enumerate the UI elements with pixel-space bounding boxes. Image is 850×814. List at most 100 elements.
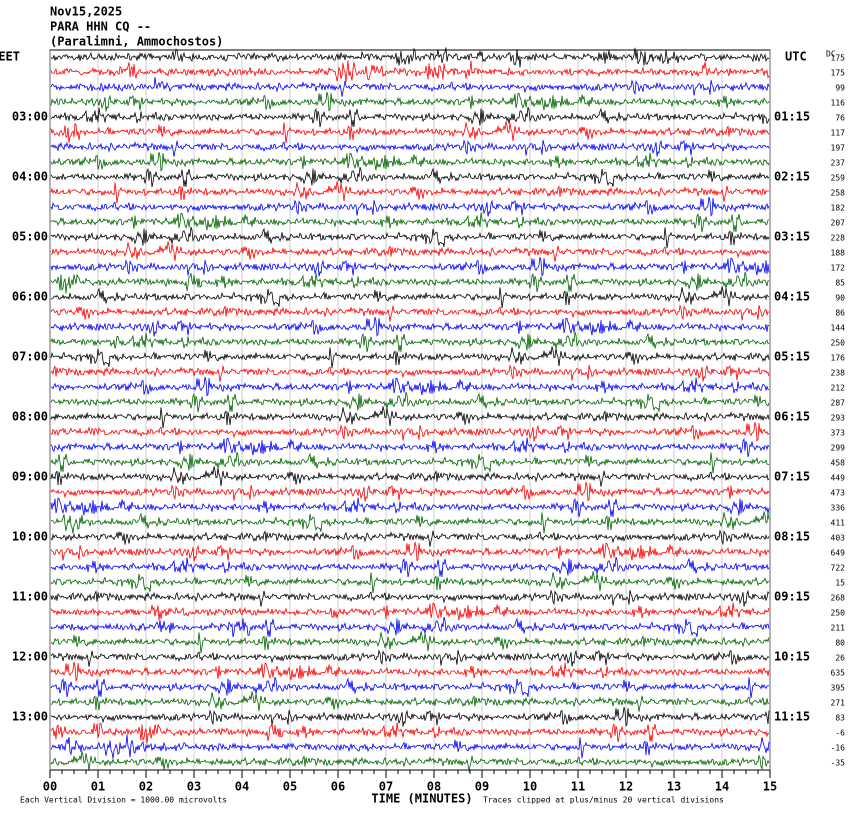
right-time-label: 03:15 bbox=[774, 230, 810, 244]
x-tick-label: 14 bbox=[715, 780, 729, 794]
dc-value: 395 bbox=[831, 684, 846, 693]
trace bbox=[51, 631, 770, 654]
left-time-label: 03:00 bbox=[12, 110, 48, 124]
dc-value: 176 bbox=[831, 354, 846, 363]
left-time-label: 08:00 bbox=[12, 410, 48, 424]
x-tick-label: 10 bbox=[523, 780, 537, 794]
dc-value: 211 bbox=[831, 624, 846, 633]
title: PARA HHN CQ -- bbox=[50, 20, 151, 34]
trace bbox=[50, 649, 770, 667]
dc-value: 449 bbox=[831, 474, 846, 483]
trace bbox=[50, 529, 770, 547]
dc-value: 76 bbox=[835, 114, 845, 123]
x-tick-label: 05 bbox=[283, 780, 297, 794]
left-header: EET bbox=[0, 50, 20, 64]
dc-value: 207 bbox=[831, 219, 846, 228]
trace bbox=[50, 451, 770, 474]
right-time-label: 10:15 bbox=[774, 650, 810, 664]
dc-header: DC bbox=[826, 50, 836, 59]
right-time-label: 05:15 bbox=[774, 350, 810, 364]
dc-value: 411 bbox=[831, 519, 846, 528]
dc-value: 293 bbox=[831, 414, 846, 423]
trace bbox=[50, 166, 770, 188]
dc-value: 268 bbox=[831, 594, 846, 603]
trace bbox=[50, 676, 770, 699]
dc-value: 197 bbox=[831, 144, 846, 153]
dc-value: 299 bbox=[831, 444, 846, 453]
trace bbox=[50, 197, 770, 217]
dc-value: 26 bbox=[835, 654, 845, 663]
dc-value: 80 bbox=[835, 639, 845, 648]
trace bbox=[50, 212, 770, 233]
left-time-label: 09:00 bbox=[12, 470, 48, 484]
x-tick-label: 09 bbox=[475, 780, 489, 794]
dc-value: 250 bbox=[831, 609, 846, 618]
x-tick-label: 04 bbox=[235, 780, 249, 794]
footer-right: Traces clipped at plus/minus 20 vertical… bbox=[483, 796, 724, 805]
dc-value: 172 bbox=[831, 264, 846, 273]
dc-value: 250 bbox=[831, 339, 846, 348]
dc-value: 259 bbox=[831, 174, 846, 183]
right-time-label: 06:15 bbox=[774, 410, 810, 424]
dc-value: 175 bbox=[831, 54, 846, 63]
dc-value: -35 bbox=[831, 759, 846, 768]
trace bbox=[50, 751, 770, 772]
dc-value: -16 bbox=[831, 744, 846, 753]
title: (Paralimni, Ammochostos) bbox=[50, 35, 223, 49]
dc-value: 175 bbox=[831, 69, 846, 78]
x-axis-label: TIME (MINUTES) bbox=[371, 792, 472, 806]
trace bbox=[50, 602, 770, 621]
trace bbox=[50, 422, 770, 442]
dc-value: 228 bbox=[831, 234, 846, 243]
left-time-label: 04:00 bbox=[12, 170, 48, 184]
dc-value: 144 bbox=[831, 324, 846, 333]
right-time-label: 07:15 bbox=[774, 470, 810, 484]
dc-value: 458 bbox=[831, 459, 846, 468]
trace bbox=[50, 139, 770, 157]
trace bbox=[50, 482, 770, 502]
trace bbox=[50, 257, 770, 277]
x-tick-label: 06 bbox=[331, 780, 345, 794]
dc-value: 117 bbox=[831, 129, 846, 138]
dc-value: 635 bbox=[831, 669, 846, 678]
dc-value: 85 bbox=[835, 279, 845, 288]
x-tick-label: 12 bbox=[619, 780, 633, 794]
trace bbox=[50, 60, 770, 83]
left-time-label: 10:00 bbox=[12, 530, 48, 544]
dc-value: -6 bbox=[835, 729, 845, 738]
title: Nov15,2025 bbox=[50, 5, 122, 19]
trace bbox=[50, 616, 770, 638]
trace bbox=[50, 271, 770, 294]
trace bbox=[50, 364, 770, 382]
dc-value: 373 bbox=[831, 429, 846, 438]
dc-value: 237 bbox=[831, 159, 846, 168]
trace bbox=[50, 77, 770, 97]
right-time-label: 08:15 bbox=[774, 530, 810, 544]
trace bbox=[50, 377, 770, 397]
right-header: UTC bbox=[785, 50, 807, 64]
left-time-label: 12:00 bbox=[12, 650, 48, 664]
dc-value: 238 bbox=[831, 369, 846, 378]
x-tick-label: 01 bbox=[91, 780, 105, 794]
trace bbox=[50, 92, 770, 112]
dc-value: 15 bbox=[835, 579, 845, 588]
dc-value: 83 bbox=[835, 714, 845, 723]
dc-value: 271 bbox=[831, 699, 846, 708]
trace bbox=[50, 542, 770, 562]
dc-value: 86 bbox=[835, 309, 845, 318]
right-time-label: 11:15 bbox=[774, 710, 810, 724]
x-tick-label: 13 bbox=[667, 780, 681, 794]
trace bbox=[50, 106, 770, 128]
trace bbox=[50, 346, 770, 369]
x-tick-label: 03 bbox=[187, 780, 201, 794]
dc-value: 99 bbox=[835, 84, 845, 93]
right-time-label: 01:15 bbox=[774, 110, 810, 124]
trace bbox=[50, 691, 770, 712]
trace bbox=[50, 437, 770, 458]
dc-value: 212 bbox=[831, 384, 846, 393]
trace bbox=[50, 241, 770, 262]
trace bbox=[50, 497, 770, 518]
trace bbox=[50, 226, 770, 249]
trace bbox=[50, 181, 770, 204]
